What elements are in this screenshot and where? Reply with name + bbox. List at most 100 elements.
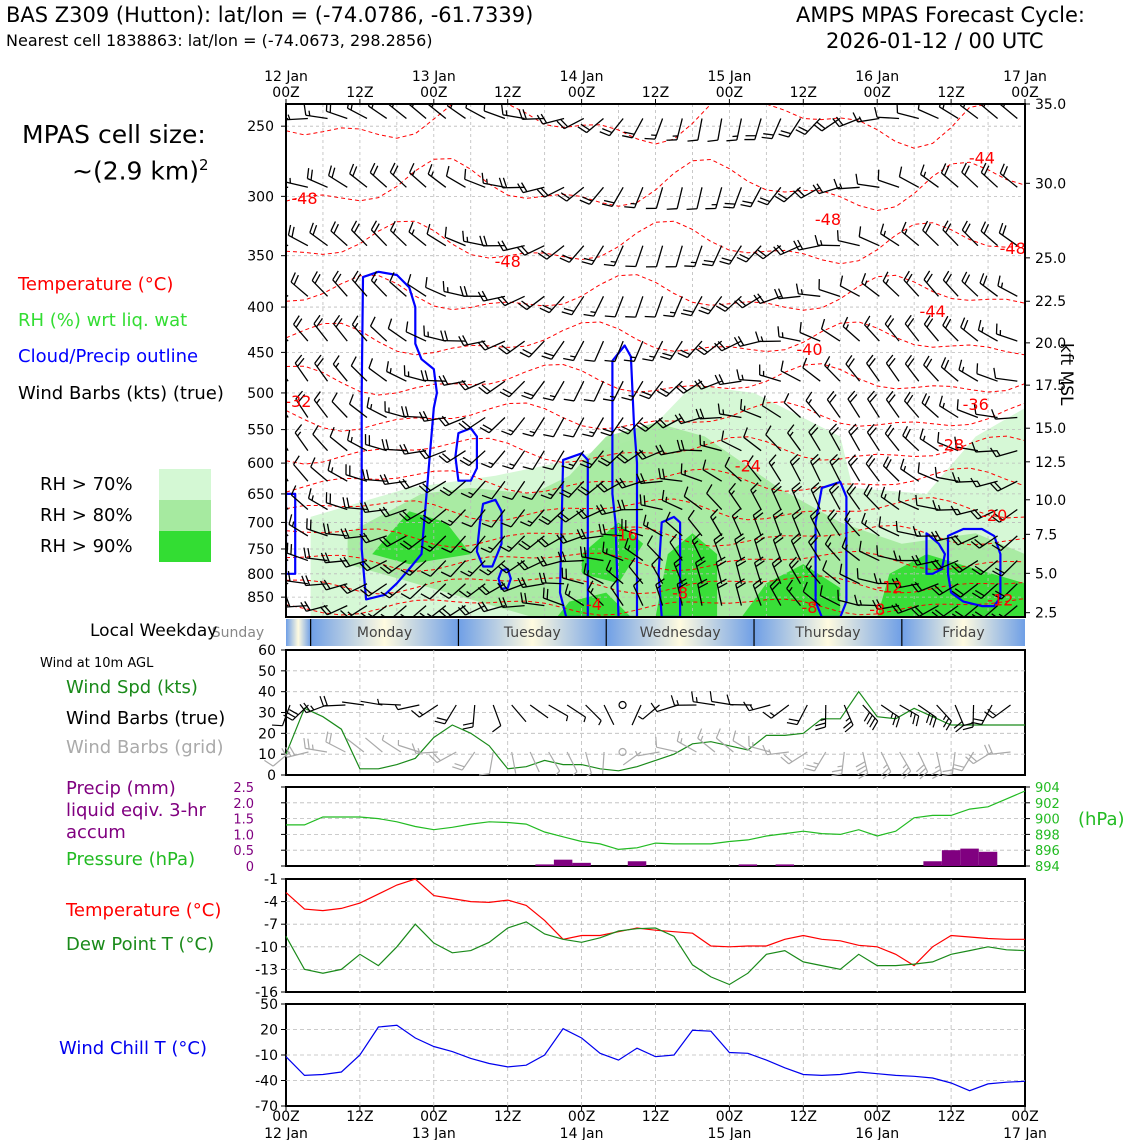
wind-barb xyxy=(802,581,821,607)
wind-barb xyxy=(364,434,387,452)
barb-flag xyxy=(482,424,493,431)
barb-flag xyxy=(922,220,929,231)
barb-shaft xyxy=(491,480,506,500)
barb-flag xyxy=(683,486,689,497)
barb-flag xyxy=(855,173,859,185)
wind-barb xyxy=(350,220,368,247)
barb-shaft xyxy=(842,326,861,342)
barb-flag xyxy=(479,773,490,776)
barb-flag xyxy=(942,717,950,728)
wind-barb xyxy=(378,506,407,518)
barb-shaft xyxy=(552,450,565,470)
barb-flag xyxy=(755,331,760,342)
temp-contour-label: -12 xyxy=(876,578,902,597)
barb-flag xyxy=(919,428,924,439)
wind-barb xyxy=(328,165,348,188)
barb-flag xyxy=(459,459,470,467)
barb-flag xyxy=(319,606,328,616)
wind-barb xyxy=(822,560,841,585)
barb-shaft xyxy=(733,187,743,209)
rh-region-4 xyxy=(655,533,718,617)
barb-half xyxy=(846,517,851,523)
surface-barb-grid xyxy=(602,751,605,774)
wind-barb xyxy=(810,453,821,482)
wind-barb xyxy=(644,118,664,140)
cloud-outline-6 xyxy=(611,344,639,617)
barb-flag xyxy=(501,430,512,436)
barb-flag xyxy=(279,394,286,402)
barb-flag xyxy=(820,318,826,330)
barb-flag xyxy=(557,194,568,202)
barb-flag xyxy=(293,455,300,465)
barb-flag xyxy=(815,726,826,731)
wind-barb xyxy=(877,169,900,188)
kft-tick-label: 25.0 xyxy=(1035,251,1066,267)
barb-flag xyxy=(418,485,428,494)
barb-flag xyxy=(911,555,918,566)
wind-barb xyxy=(563,417,585,438)
isotherm-line xyxy=(286,104,1025,149)
barb-flag xyxy=(869,393,878,403)
surface-barb-true xyxy=(762,704,790,719)
wind-barb xyxy=(598,523,624,537)
wind-barb xyxy=(923,355,939,382)
wind-barb xyxy=(461,509,486,528)
barb-flag xyxy=(521,577,528,588)
wind-barb xyxy=(520,509,545,527)
barb-flag xyxy=(405,321,409,332)
barb-half xyxy=(291,521,295,527)
barb-flag xyxy=(718,302,729,310)
barb-half xyxy=(957,509,961,515)
barb-shaft xyxy=(739,378,762,382)
barb-flag xyxy=(542,397,554,401)
barb-half xyxy=(760,336,764,342)
barb-flag xyxy=(361,469,366,480)
surface-barb-true xyxy=(434,704,457,725)
barb-shaft xyxy=(333,323,348,342)
wind-barb xyxy=(791,508,803,537)
barb-flag xyxy=(324,552,330,563)
barb-flag xyxy=(861,512,866,524)
wind-barb xyxy=(438,450,466,464)
wind-barb xyxy=(645,187,664,210)
wind-barb xyxy=(564,583,585,607)
wind-barb xyxy=(787,424,802,452)
pressure-tick-label: 650 xyxy=(247,487,274,503)
barb-flag xyxy=(792,536,802,545)
windchill-ytick-label: 50 xyxy=(260,997,278,1013)
barb-half xyxy=(296,431,302,437)
barb-shaft xyxy=(405,331,427,342)
barb-flag xyxy=(420,370,425,381)
surface-barb-grid xyxy=(676,730,697,753)
wind-barb xyxy=(673,556,683,584)
wind-barb xyxy=(677,340,703,359)
barb-half xyxy=(287,114,291,120)
barb-flag xyxy=(911,583,919,593)
barb-half xyxy=(568,463,574,467)
barb-shaft xyxy=(390,229,407,247)
wind-barb xyxy=(761,395,782,419)
barb-flag xyxy=(736,582,746,589)
barb-flag xyxy=(400,569,411,576)
barb-shaft xyxy=(305,747,328,753)
wind-barb xyxy=(538,572,565,585)
barb-half xyxy=(373,278,378,284)
barb-half xyxy=(529,430,535,434)
wind-barb xyxy=(576,528,604,540)
barb-flag xyxy=(623,359,635,362)
barb-shaft xyxy=(470,509,486,528)
barb-flag xyxy=(461,605,470,614)
barb-shaft xyxy=(923,323,939,342)
wind-barb xyxy=(458,335,486,347)
barb-flag xyxy=(829,453,838,463)
wind-barb xyxy=(772,508,784,537)
wind-barb xyxy=(680,463,703,482)
barb-flag xyxy=(891,578,898,589)
barb-flag xyxy=(581,261,593,266)
wind-barb xyxy=(828,482,841,510)
barb-shaft xyxy=(665,520,683,537)
barb-flag xyxy=(942,315,949,326)
surface-barb-true xyxy=(566,704,587,723)
wind-barb xyxy=(684,245,703,268)
wind-barb xyxy=(665,245,683,268)
